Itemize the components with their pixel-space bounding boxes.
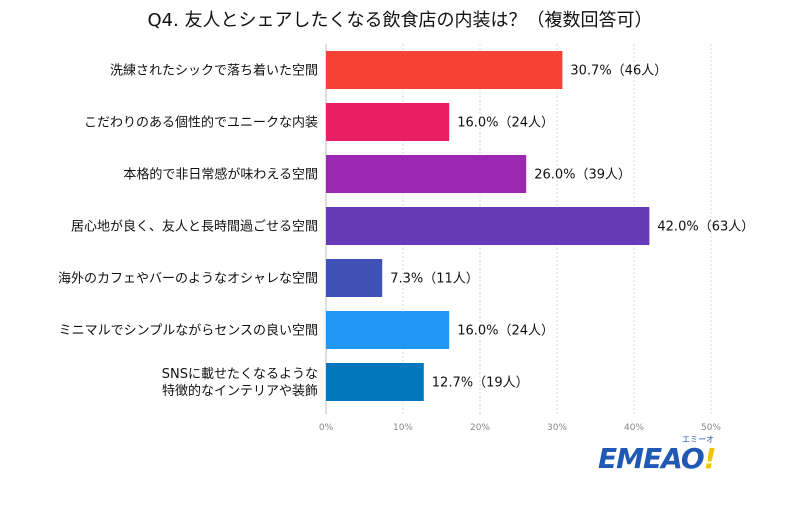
bars: [326, 51, 650, 401]
bar: [326, 207, 650, 245]
category-label: 居心地が良く、友人と長時間過ごせる空間: [71, 219, 318, 235]
data-label: 16.0%（24人）: [457, 324, 554, 339]
x-tick-label: 30%: [547, 423, 567, 433]
x-tick-label: 0%: [319, 423, 334, 433]
logo-word: EMEAO: [598, 442, 705, 475]
bar: [326, 259, 383, 297]
data-label: 7.3%（11人）: [390, 272, 479, 287]
x-tick-label: 20%: [470, 423, 490, 433]
data-label: 30.7%（46人）: [570, 64, 667, 79]
category-label: 本格的で非日常感が味わえる空間: [123, 167, 318, 183]
bar: [326, 363, 424, 401]
logo-small-text: エミーオ: [682, 435, 714, 444]
x-axis-ticks: 0% 10% 20% 30% 40% 50%: [319, 423, 722, 433]
category-label: 洗練されたシックで落ち着いた空間: [110, 63, 318, 79]
data-label: 12.7%（19人）: [432, 376, 529, 391]
data-label: 42.0%（63人）: [657, 220, 754, 235]
bar: [326, 311, 450, 349]
logo-bang: !: [703, 442, 717, 475]
x-tick-label: 40%: [624, 423, 644, 433]
emeao-logo: エミーオ EMEAO!: [598, 435, 718, 476]
data-label: 16.0%（24人）: [457, 116, 554, 131]
bar: [326, 103, 450, 141]
category-labels: 洗練されたシックで落ち着いた空間こだわりのある個性的でユニークな内装本格的で非日…: [58, 63, 318, 400]
bar: [326, 155, 527, 193]
chart-title: Q4. 友人とシェアしたくなる飲食店の内装は？（複数回答可）: [147, 10, 652, 31]
data-label: 26.0%（39人）: [534, 168, 631, 183]
category-label: ミニマルでシンプルながらセンスの良い空間: [59, 323, 318, 339]
logo-main-text: EMEAO!: [598, 442, 716, 475]
category-label: 海外のカフェやバーのようなオシャレな空間: [58, 272, 318, 287]
x-tick-label: 50%: [701, 423, 721, 433]
x-tick-label: 10%: [393, 423, 413, 433]
category-label: こだわりのある個性的でユニークな内装: [84, 115, 318, 131]
bar: [326, 51, 563, 89]
value-labels: 30.7%（46人） 16.0%（24人） 26.0%（39人） 42.0%（63人）…: [390, 64, 754, 391]
category-label: SNSに載せたくなるような特徴的なインテリアや装飾: [162, 367, 318, 399]
